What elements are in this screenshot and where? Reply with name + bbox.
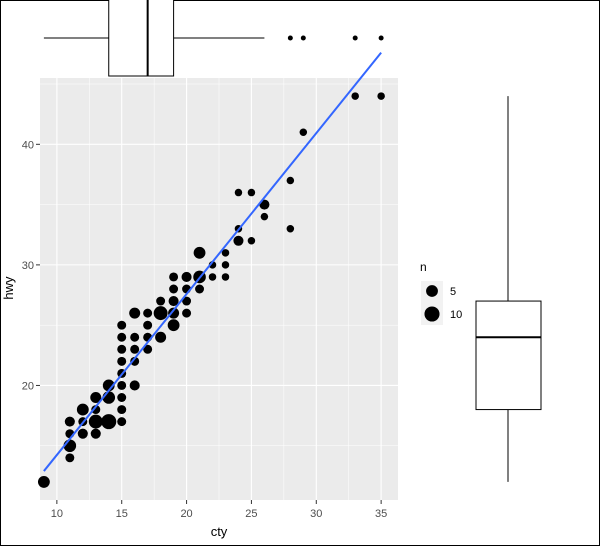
data-point xyxy=(64,416,75,427)
cty-outlier xyxy=(378,35,384,41)
x-tick-label: 25 xyxy=(245,508,257,520)
y-tick-label: 40 xyxy=(22,139,34,151)
data-point xyxy=(182,296,192,306)
data-point xyxy=(181,271,192,282)
data-point xyxy=(168,296,179,307)
data-point xyxy=(143,308,153,318)
data-point xyxy=(77,428,88,439)
cty-marginal-boxplot xyxy=(43,0,384,77)
data-point xyxy=(129,307,141,319)
x-tick-label: 10 xyxy=(51,508,63,520)
data-point xyxy=(91,405,101,415)
data-point xyxy=(65,453,75,463)
data-point xyxy=(117,356,127,366)
data-point xyxy=(193,246,206,259)
data-point xyxy=(117,393,127,402)
data-point xyxy=(208,273,217,281)
y-axis-label: hwy xyxy=(1,276,16,300)
legend-label-5: 5 xyxy=(450,286,456,298)
panel-grid xyxy=(40,78,398,500)
data-point xyxy=(299,128,308,137)
data-point xyxy=(76,403,89,416)
cty-box xyxy=(108,0,175,77)
data-point xyxy=(88,414,103,429)
data-point xyxy=(234,188,243,197)
data-point xyxy=(286,224,295,233)
data-point xyxy=(182,308,192,318)
data-point xyxy=(260,212,269,221)
data-point xyxy=(117,417,127,427)
legend-title: n xyxy=(420,260,427,274)
y-tick-label: 20 xyxy=(22,380,34,392)
cty-outlier xyxy=(300,35,306,41)
data-point xyxy=(117,380,127,390)
data-point xyxy=(351,92,359,100)
data-point xyxy=(221,273,230,281)
x-tick-label: 30 xyxy=(310,508,322,520)
data-point xyxy=(90,428,101,439)
y-tick-label: 30 xyxy=(22,260,34,272)
data-point xyxy=(130,356,140,366)
scatter-points xyxy=(37,92,385,488)
data-point xyxy=(101,414,117,430)
legend-label-10: 10 xyxy=(450,309,462,321)
size-legend: n 5 10 xyxy=(420,260,462,325)
data-point xyxy=(90,392,102,404)
data-point xyxy=(153,306,168,321)
data-point xyxy=(143,344,153,354)
data-point xyxy=(377,92,385,100)
hwy-box xyxy=(475,300,542,411)
hwy-marginal-boxplot xyxy=(475,96,542,482)
x-axis-label: cty xyxy=(211,524,228,539)
data-point xyxy=(286,176,295,185)
legend-point-10 xyxy=(424,306,440,322)
data-point xyxy=(117,332,127,342)
x-tick-label: 35 xyxy=(375,508,387,520)
x-tick-label: 15 xyxy=(116,508,128,520)
data-point xyxy=(233,235,244,246)
data-point xyxy=(117,320,127,330)
data-point xyxy=(117,405,127,415)
data-point xyxy=(221,261,230,269)
data-point xyxy=(167,319,180,332)
data-point xyxy=(169,284,179,294)
fit-line xyxy=(43,52,382,472)
data-point xyxy=(195,284,205,294)
y-axis: 20 30 40 xyxy=(22,139,40,392)
cty-outlier xyxy=(352,35,358,41)
data-point xyxy=(247,188,256,197)
x-tick-label: 20 xyxy=(180,508,192,520)
x-axis: 10 15 20 25 30 35 xyxy=(51,500,387,520)
data-point xyxy=(247,237,256,245)
legend-point-5 xyxy=(426,285,438,297)
data-point xyxy=(143,320,153,330)
data-point xyxy=(155,331,167,343)
data-point xyxy=(130,332,140,342)
data-point xyxy=(169,272,179,282)
data-point xyxy=(130,344,140,354)
data-point xyxy=(168,307,180,319)
data-point xyxy=(117,344,127,354)
data-point xyxy=(37,476,50,488)
data-point xyxy=(221,249,230,257)
cty-outlier xyxy=(287,35,293,41)
data-point xyxy=(156,296,166,306)
data-point xyxy=(129,380,140,391)
